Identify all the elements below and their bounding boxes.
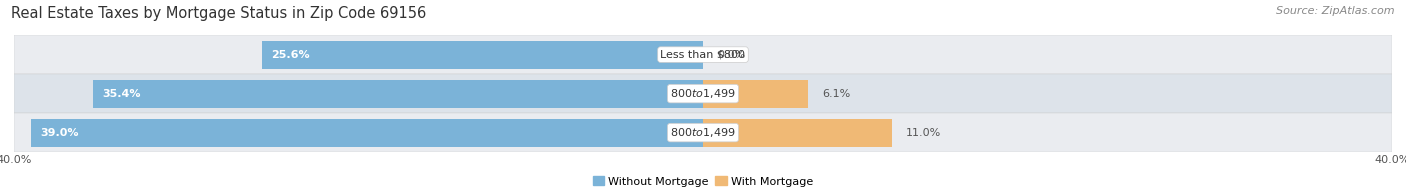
Text: 39.0%: 39.0% bbox=[39, 128, 79, 138]
Text: 11.0%: 11.0% bbox=[907, 128, 942, 138]
Text: 0.0%: 0.0% bbox=[717, 50, 745, 60]
Bar bbox=[262, 41, 703, 69]
Text: Source: ZipAtlas.com: Source: ZipAtlas.com bbox=[1277, 6, 1395, 16]
Text: 6.1%: 6.1% bbox=[823, 89, 851, 99]
Bar bbox=[14, 35, 1392, 74]
Bar bbox=[703, 80, 808, 108]
Bar bbox=[703, 119, 893, 147]
Bar bbox=[93, 80, 703, 108]
Bar bbox=[14, 113, 1392, 152]
Text: $800 to $1,499: $800 to $1,499 bbox=[671, 126, 735, 139]
Legend: Without Mortgage, With Mortgage: Without Mortgage, With Mortgage bbox=[588, 172, 818, 191]
Text: Less than $800: Less than $800 bbox=[661, 50, 745, 60]
Bar bbox=[31, 119, 703, 147]
Text: 25.6%: 25.6% bbox=[271, 50, 309, 60]
Text: Real Estate Taxes by Mortgage Status in Zip Code 69156: Real Estate Taxes by Mortgage Status in … bbox=[11, 6, 426, 21]
Text: $800 to $1,499: $800 to $1,499 bbox=[671, 87, 735, 100]
Text: 35.4%: 35.4% bbox=[101, 89, 141, 99]
Bar bbox=[14, 74, 1392, 113]
